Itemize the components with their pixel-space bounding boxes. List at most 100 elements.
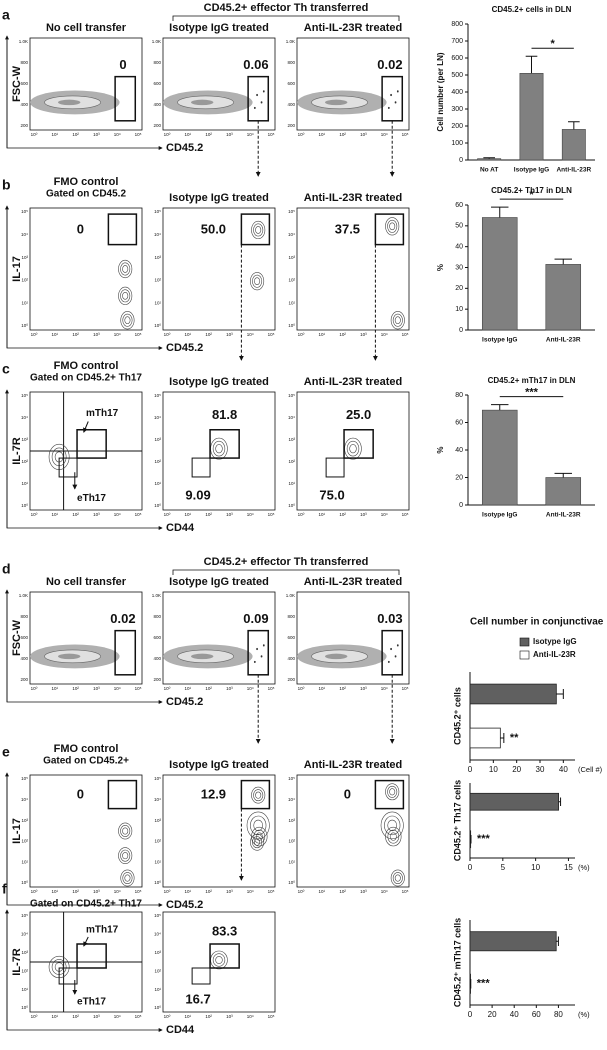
y-axis-label: Cell number (per LN) [436, 52, 445, 131]
plot-y-tick: 600 [20, 635, 28, 640]
cell-population [389, 788, 396, 796]
cell-population [394, 101, 397, 104]
cell-population [394, 874, 401, 882]
plot-y-tick: 10⁰ [288, 880, 295, 885]
plot-x-tick: 10¹ [52, 132, 59, 137]
plot-x-tick: 10² [339, 889, 346, 894]
y-tick-label: 50 [455, 223, 463, 230]
flow-plot-frame [162, 37, 276, 131]
plot-y-tick: 10⁰ [21, 323, 28, 328]
flow-plot-frame [296, 37, 410, 131]
cell-population [392, 872, 403, 884]
x-tick-label: Isotype IgG [482, 337, 517, 344]
plot-x-tick: 10³ [360, 889, 367, 894]
gate-value: 0 [77, 221, 84, 236]
x-tick-label: 15 [564, 863, 573, 872]
y-tick-label: 0 [459, 157, 463, 164]
plot-y-tick: 10⁰ [288, 503, 295, 508]
plot-x-tick: 10⁴ [247, 686, 254, 691]
significance: ** [510, 732, 519, 744]
gate [191, 457, 211, 478]
x-tick-label: No AT [480, 167, 498, 174]
plot-y-tick: 400 [153, 656, 161, 661]
x-tick-label: 0 [468, 765, 473, 774]
gate [374, 213, 405, 246]
plot-y-tick: 200 [20, 123, 28, 128]
plot-y-tick: 1.0K [152, 39, 161, 44]
gate-value: 25.0 [346, 407, 371, 422]
cell-population [253, 223, 264, 237]
plot-title: Isotype IgG treated [169, 759, 269, 771]
plot-y-tick: 10⁵ [154, 776, 161, 781]
plot-x-tick: 10¹ [52, 1014, 59, 1019]
cell-population [387, 660, 390, 664]
chart-title: CD45.2+ cells in DLN [492, 5, 572, 14]
plot-x-tick: 10⁰ [31, 686, 38, 691]
plot-y-tick: 10³ [154, 255, 161, 260]
plot-y-tick: 10¹ [288, 481, 295, 486]
plot-x-tick: 10³ [93, 512, 100, 517]
error-bar [554, 258, 572, 265]
cell-population [122, 852, 129, 860]
plot-title: No cell transfer [46, 576, 127, 588]
plot-y-tick: 400 [20, 656, 28, 661]
cell-population [253, 789, 264, 802]
cell-population [118, 286, 133, 305]
panel-letter: a [2, 7, 10, 23]
plot-y-tick: 10³ [21, 950, 28, 955]
cell-population [255, 791, 262, 799]
plot-y-tick: 10¹ [21, 481, 28, 486]
gate [240, 779, 271, 810]
plot-y-tick: 10⁴ [21, 415, 28, 420]
plot-y-tick: 200 [287, 677, 295, 682]
y-axis-label: IL-7R [11, 948, 23, 976]
panel-letter: e [2, 744, 10, 760]
plot-x-tick: 10¹ [52, 332, 59, 337]
cell-population [390, 93, 392, 97]
cell-population [212, 953, 226, 967]
gate [107, 779, 138, 810]
plot-x-tick: 10² [205, 512, 212, 517]
gate-value: 12.9 [201, 787, 226, 802]
plot-x-tick: 10⁴ [247, 889, 254, 894]
cell-population [120, 289, 131, 303]
y-tick-label: 20 [455, 285, 463, 292]
plot-y-tick: 1.0K [19, 593, 28, 598]
cell-population [389, 832, 397, 841]
cell-population [349, 444, 357, 454]
x-tick-label: 40 [510, 1010, 519, 1019]
plot-y-tick: 10² [154, 278, 161, 283]
plot-x-tick: 10² [72, 512, 79, 517]
y-tick-label: 0 [459, 502, 463, 509]
plot-y-tick: 10⁰ [154, 503, 161, 508]
flow-plot-frame [162, 391, 276, 511]
cell-population [262, 644, 265, 647]
x-axis-label: CD45.2 [166, 899, 203, 911]
plot-y-tick: 200 [153, 123, 161, 128]
cell-population [396, 90, 399, 93]
gate [209, 943, 240, 969]
plot-y-tick: 10³ [21, 818, 28, 823]
bar [545, 264, 582, 331]
flow-plot-frame [29, 207, 143, 331]
plot-y-tick: 10⁴ [288, 415, 295, 420]
x-tick-label: Isotype IgG [482, 512, 517, 519]
gate-value: 37.5 [335, 221, 360, 236]
population-label: eTh17 [77, 493, 106, 504]
cell-population [387, 106, 390, 110]
plot-y-tick: 600 [153, 81, 161, 86]
plot-x-tick: 10⁵ [268, 889, 275, 894]
plot-x-tick: 10¹ [185, 889, 192, 894]
population-label: mTh17 [86, 408, 119, 419]
plot-x-tick: 10⁵ [135, 1014, 142, 1019]
plot-y-tick: 10² [288, 839, 295, 844]
plot-x-tick: 10⁴ [114, 1014, 121, 1019]
gate-value: 75.0 [319, 487, 344, 502]
group-bracket [172, 569, 400, 575]
plot-x-tick: 10⁵ [268, 1014, 275, 1019]
y-tick-label: 400 [451, 89, 463, 96]
x-tick-label: 0 [468, 863, 473, 872]
plot-y-tick: 800 [287, 60, 295, 65]
plot-y-tick: 10² [21, 839, 28, 844]
x-axis-label: CD45.2 [166, 142, 203, 154]
